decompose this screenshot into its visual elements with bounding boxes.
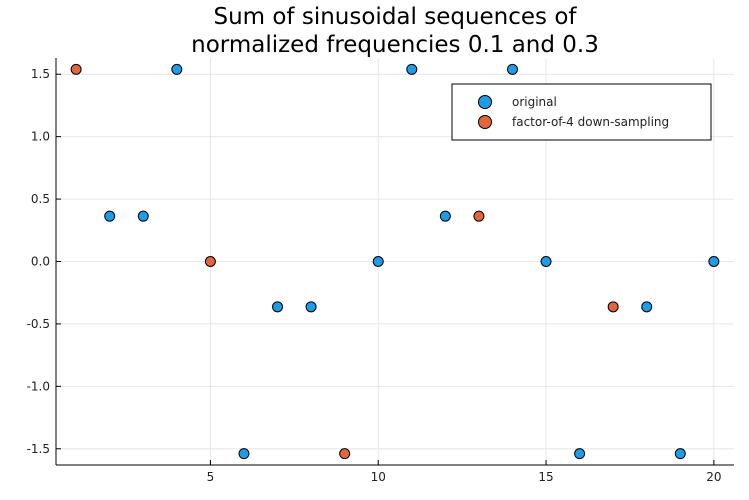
- chart-title-line-1: Sum of sinusoidal sequences of: [213, 4, 577, 30]
- legend: original factor-of-4 down-sampling: [451, 83, 712, 141]
- point-series0-12: [641, 301, 653, 313]
- point-series1-4: [607, 301, 619, 313]
- point-series0-2: [171, 63, 183, 75]
- y-tick-label-4: -0.5: [27, 317, 50, 331]
- legend-label-0: original: [512, 95, 557, 109]
- x-tick-label-2: 15: [538, 470, 553, 484]
- point-series0-0: [104, 210, 116, 222]
- legend-label-1: factor-of-4 down-sampling: [512, 115, 669, 129]
- point-series0-7: [406, 63, 418, 75]
- legend-marker-0: [478, 95, 492, 109]
- y-tick-label-2: 0.5: [31, 192, 50, 206]
- point-series0-1: [137, 210, 149, 222]
- point-series0-4: [272, 301, 284, 313]
- y-tick-label-3: 0.0: [31, 255, 50, 269]
- point-series0-14: [708, 256, 720, 267]
- y-tick-label-1: 1.0: [31, 130, 50, 144]
- data-points: [70, 63, 720, 460]
- legend-marker-1: [478, 115, 492, 129]
- chart-title-line-2: normalized frequencies 0.1 and 0.3: [191, 32, 599, 58]
- legend-box: [451, 83, 712, 141]
- point-series0-10: [540, 256, 552, 267]
- point-series1-1: [204, 256, 216, 267]
- point-series0-5: [305, 301, 317, 313]
- axes: [55, 58, 734, 466]
- point-series0-9: [506, 63, 518, 75]
- point-series0-11: [574, 448, 586, 460]
- y-tick-label-5: -1.0: [27, 379, 50, 393]
- point-series1-0: [70, 63, 82, 75]
- point-series0-13: [674, 448, 686, 460]
- point-series0-3: [238, 448, 250, 460]
- x-tick-label-3: 20: [706, 470, 721, 484]
- point-series0-6: [372, 256, 384, 267]
- point-series1-2: [339, 448, 351, 460]
- x-tick-label-1: 10: [371, 470, 386, 484]
- tick-labels: 5 10 15 20 1.5 1.0 0.5 0.0 -0.5 -1.0 -1.5: [27, 67, 722, 484]
- point-series0-8: [439, 210, 451, 222]
- y-tick-label-0: 1.5: [31, 67, 50, 81]
- point-series1-3: [473, 210, 485, 222]
- x-tick-label-0: 5: [207, 470, 215, 484]
- y-tick-label-6: -1.5: [27, 442, 50, 456]
